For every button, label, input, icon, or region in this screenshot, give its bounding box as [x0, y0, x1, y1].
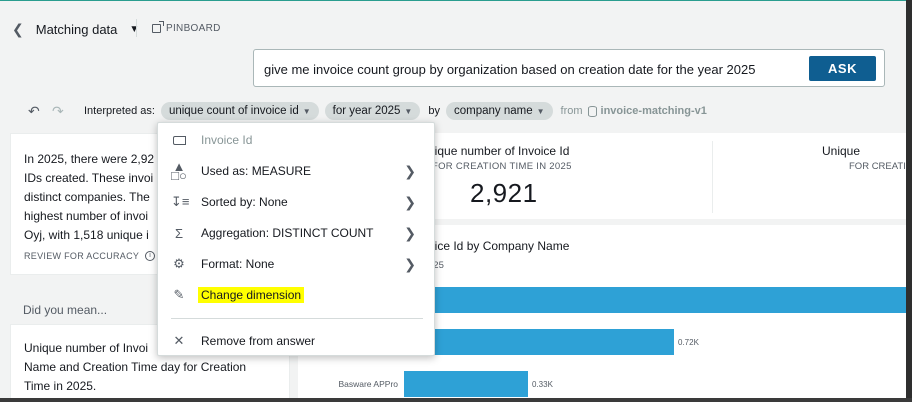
interpreted-as-label: Interpreted as: — [84, 105, 155, 117]
kpi-value: 2,921 — [470, 178, 538, 208]
used-as-label[interactable]: Used as: MEASURE — [201, 164, 312, 178]
bar-data-label: 0.72K — [678, 338, 699, 347]
menu-item-format[interactable]: ⚙ Format: None ❯ — [158, 251, 434, 277]
sorted-by-label[interactable]: Sorted by: None — [201, 195, 288, 209]
kpi-title: nique number of Invoice Id — [428, 144, 570, 158]
menu-item-change-dimension[interactable]: ✎ Change dimension — [158, 282, 434, 308]
window-edge — [0, 398, 912, 402]
chart-bar[interactable] — [404, 287, 906, 313]
chevron-down-icon: ▼ — [302, 106, 311, 116]
chart-title: oice Id by Company Name — [428, 239, 570, 253]
menu-item-used-as[interactable]: ▲ □○ Used as: MEASURE ❯ — [158, 158, 434, 184]
chevron-down-icon: ▼ — [536, 106, 545, 116]
sigma-icon: Σ — [174, 225, 184, 241]
undo-icon[interactable]: ↶ — [28, 102, 40, 119]
chevron-right-icon: ❯ — [404, 224, 416, 241]
dataset-reference[interactable]: invoice-matching-v1 — [587, 105, 707, 117]
change-dimension-label[interactable]: Change dimension — [198, 287, 305, 303]
pinboard-label[interactable]: PINBOARD — [166, 23, 221, 34]
chevron-right-icon: ❯ — [404, 255, 416, 272]
back-dataset-selector[interactable]: ❮ Matching data ▼ — [12, 21, 139, 38]
query-box[interactable]: give me invoice count group by organizat… — [253, 49, 885, 87]
divider — [712, 141, 713, 213]
database-icon — [587, 105, 597, 117]
ask-button[interactable]: ASK — [809, 56, 876, 81]
bar-category-label: Basware APPro — [338, 379, 398, 389]
field-name-label: Invoice Id — [201, 133, 253, 147]
from-label: from — [560, 105, 583, 117]
chevron-right-icon: ❯ — [404, 193, 416, 210]
kpi-subtitle-2: FOR CREATI — [849, 161, 906, 172]
gear-icon: ⚙ — [173, 256, 185, 271]
chart-bar[interactable] — [404, 329, 674, 355]
format-label[interactable]: Format: None — [201, 257, 275, 271]
menu-item-field-name: Invoice Id — [158, 127, 434, 153]
divider — [136, 19, 137, 37]
filter-chip[interactable]: for year 2025 ▼ — [324, 102, 421, 120]
review-for-accuracy[interactable]: REVIEW FOR ACCURACY i — [24, 251, 156, 261]
info-icon[interactable]: i — [145, 251, 156, 261]
sort-icon: ↧≡ — [171, 194, 190, 209]
menu-divider — [171, 318, 423, 319]
pencil-icon: ✎ — [173, 287, 185, 302]
remove-label[interactable]: Remove from answer — [201, 334, 316, 348]
change-dimension-wrap[interactable]: Change dimension — [198, 287, 305, 303]
menu-item-sorted-by[interactable]: ↧≡ Sorted by: None ❯ — [158, 189, 434, 215]
bar-data-label: 0.33K — [532, 380, 553, 389]
suggestion-text[interactable]: Unique number of Invoi Name and Creation… — [24, 341, 247, 393]
by-label: by — [428, 105, 440, 117]
chart-subtitle: 025 — [428, 260, 444, 271]
chart-bar[interactable] — [404, 371, 528, 397]
kpi-subtitle: FOR CREATION TIME IN 2025 — [432, 161, 572, 172]
measure-chip[interactable]: unique count of invoice id ▼ — [160, 102, 319, 120]
group-chip-label: company name — [453, 105, 533, 117]
kpi-title-2: Unique — [822, 144, 861, 158]
narrative-text: In 2025, there were 2,92 IDs created. Th… — [24, 152, 155, 242]
did-you-mean-label: Did you mean... — [23, 303, 108, 317]
tag-icon — [171, 133, 187, 148]
dataset-label[interactable]: Matching data — [35, 22, 118, 37]
chevron-down-icon: ▼ — [404, 106, 413, 116]
field-options-menu: Invoice Id ▲ □○ Used as: MEASURE ❯ ↧≡ Sor… — [157, 122, 435, 356]
close-icon: ✕ — [173, 333, 185, 348]
window-edge — [906, 0, 912, 402]
interpretation-bar: ↶ ↷ Interpreted as: unique count of invo… — [28, 102, 707, 120]
chevron-right-icon: ❯ — [404, 162, 416, 179]
caret-down-icon[interactable]: ▼ — [129, 24, 140, 35]
menu-item-aggregation[interactable]: Σ Aggregation: DISTINCT COUNT ❯ — [158, 220, 434, 246]
filter-chip-label: for year 2025 — [332, 105, 401, 117]
measure-chip-label: unique count of invoice id — [168, 105, 299, 117]
aggregation-label[interactable]: Aggregation: DISTINCT COUNT — [201, 226, 374, 240]
shapes-icon: ▲ □○ — [171, 159, 187, 183]
query-input[interactable]: give me invoice count group by organizat… — [264, 62, 756, 77]
group-chip[interactable]: company name ▼ — [445, 102, 553, 120]
menu-item-remove[interactable]: ✕ Remove from answer — [158, 328, 434, 354]
chevron-left-icon[interactable]: ❮ — [12, 21, 24, 37]
review-label[interactable]: REVIEW FOR ACCURACY — [24, 251, 140, 261]
dataset-name[interactable]: invoice-matching-v1 — [600, 105, 707, 117]
redo-icon[interactable]: ↷ — [52, 102, 64, 119]
pinboard-link[interactable]: PINBOARD — [152, 21, 221, 34]
external-link-icon — [152, 21, 164, 33]
